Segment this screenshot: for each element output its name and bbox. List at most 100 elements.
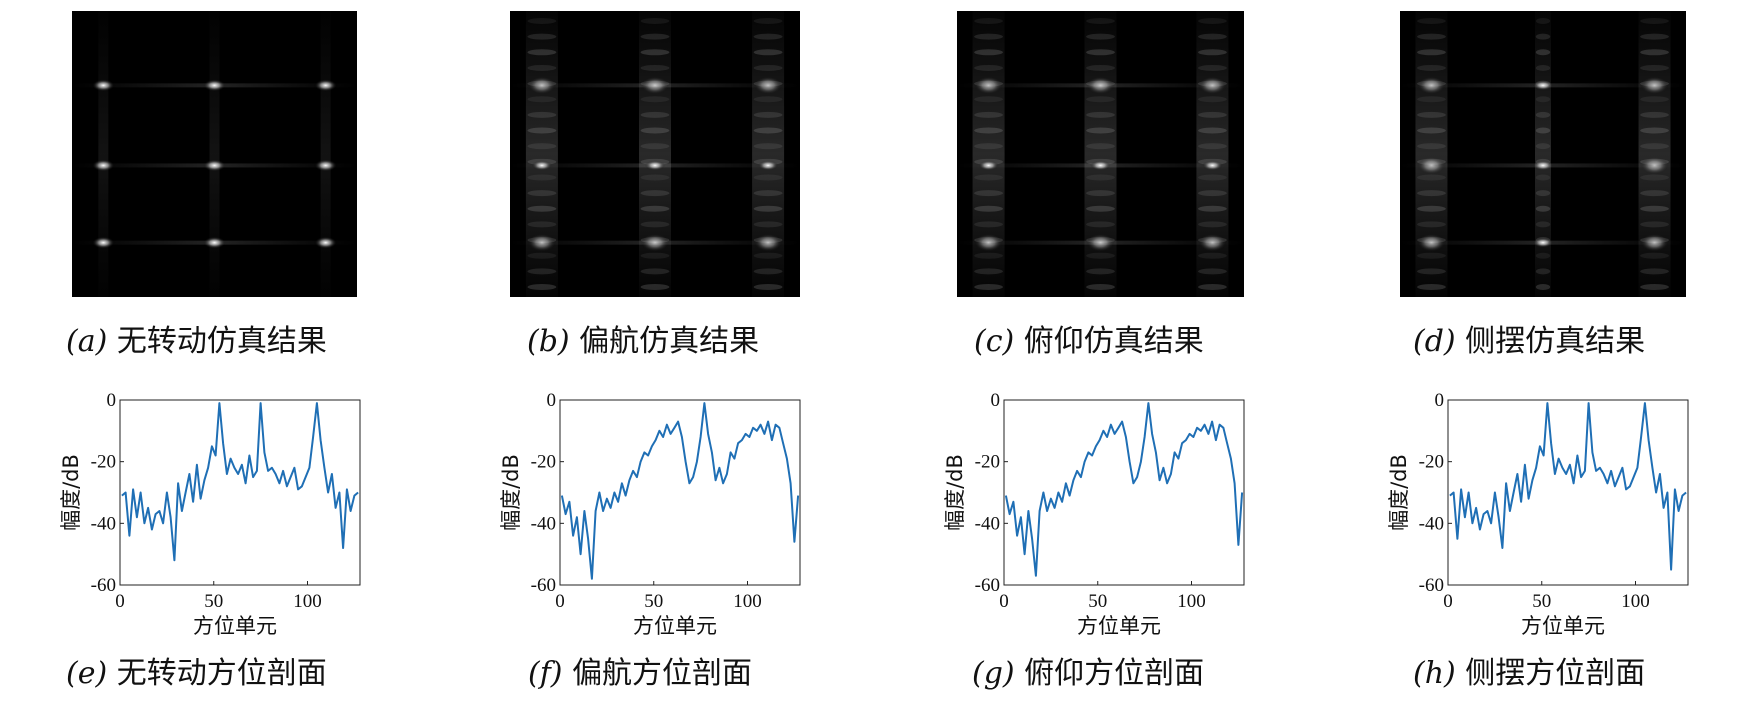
sidelobe-blur xyxy=(753,268,783,275)
sidelobe-blur xyxy=(1198,252,1227,259)
scatter-point xyxy=(92,236,115,249)
sidelobe-blur xyxy=(753,33,783,40)
sidelobe-blur xyxy=(753,284,783,290)
x-tick-label: 50 xyxy=(204,591,223,612)
sidelobe-blur xyxy=(1417,64,1446,71)
y-tick-label: -40 xyxy=(91,513,116,534)
x-tick-label: 50 xyxy=(1088,591,1107,612)
sidelobe-blur xyxy=(1086,143,1115,150)
scatter-point xyxy=(314,236,337,249)
sidelobe-blur xyxy=(1198,96,1227,103)
sidelobe-blur xyxy=(1086,111,1115,118)
sidelobe-blur xyxy=(753,143,783,150)
sidelobe-blur xyxy=(1417,221,1446,228)
sidelobe-blur xyxy=(753,64,783,71)
sidelobe-blur xyxy=(1640,205,1669,212)
sidelobe-blur xyxy=(1086,33,1115,40)
sidelobe-blur xyxy=(753,18,783,24)
sidelobe-blur xyxy=(753,111,783,118)
y-tick-label: -60 xyxy=(531,575,556,596)
profile-series-line xyxy=(121,402,359,562)
sidelobe-blur xyxy=(753,49,783,56)
y-tick-label: -20 xyxy=(975,452,1000,473)
y-tick-label: 0 xyxy=(107,390,117,411)
caption-b-label: (b) xyxy=(527,324,570,359)
y-tick-label: 0 xyxy=(547,390,557,411)
sidelobe-blur xyxy=(1535,111,1551,118)
sidelobe-blur xyxy=(1640,18,1669,24)
sidelobe-blur xyxy=(974,49,1003,56)
sidelobe-blur xyxy=(1535,49,1551,56)
y-axis-label: 幅度/dB xyxy=(499,454,523,531)
y-axis-label: 幅度/dB xyxy=(1387,454,1411,531)
profile-series-line xyxy=(1004,402,1244,577)
sidelobe-blur xyxy=(1086,268,1115,275)
sidelobe-blur xyxy=(1640,64,1669,71)
sidelobe-blur xyxy=(974,174,1003,181)
sidelobe-blur xyxy=(1640,96,1669,103)
sidelobe-blur xyxy=(974,190,1003,197)
caption-a-text: 无转动仿真结果 xyxy=(116,324,327,359)
sidelobe-blur xyxy=(974,252,1003,259)
sidelobe-blur xyxy=(1535,96,1551,103)
sidelobe-blur xyxy=(640,221,670,228)
sim-image-b xyxy=(510,11,800,297)
profile-plot-h: 0 50 100 0 -20 -40 -60 方位单元 幅度/dB xyxy=(1383,390,1703,638)
sidelobe-blur xyxy=(1535,143,1551,150)
sidelobe-blur xyxy=(527,33,557,40)
plot-frame xyxy=(1447,399,1689,586)
scatter-point xyxy=(758,160,779,171)
azimuth-streak xyxy=(98,11,109,297)
x-axis-label: 方位单元 xyxy=(633,614,717,638)
caption-h-label: (h) xyxy=(1413,656,1456,691)
scatter-point xyxy=(974,76,1003,95)
y-tick-label: -20 xyxy=(1419,452,1444,473)
sidelobe-blur xyxy=(640,268,670,275)
sidelobe-blur xyxy=(1198,190,1227,197)
y-tick-label: 0 xyxy=(1435,390,1445,411)
y-tick-label: -20 xyxy=(531,452,556,473)
caption-h: (h) 侧摆方位剖面 xyxy=(1413,648,1645,692)
sidelobe-blur xyxy=(1640,190,1669,197)
sidelobe-blur xyxy=(1640,221,1669,228)
x-axis-label: 方位单元 xyxy=(1521,614,1605,638)
sidelobe-blur xyxy=(640,205,670,212)
scatter-point xyxy=(1202,160,1223,171)
x-tick-label: 50 xyxy=(644,591,663,612)
x-tick-label: 0 xyxy=(115,591,125,612)
sidelobe-blur xyxy=(753,174,783,181)
caption-e-text: 无转动方位剖面 xyxy=(116,656,327,691)
sidelobe-blur xyxy=(1535,268,1551,275)
scatter-point xyxy=(1533,80,1553,91)
sidelobe-blur xyxy=(1198,18,1227,24)
sidelobe-blur xyxy=(1086,127,1115,134)
sidelobe-blur xyxy=(1198,127,1227,134)
sidelobe-blur xyxy=(1417,190,1446,197)
caption-g: (g) 俯仰方位剖面 xyxy=(972,648,1204,692)
caption-c-text: 俯仰仿真结果 xyxy=(1023,324,1204,359)
sidelobe-blur xyxy=(1086,96,1115,103)
sidelobe-blur xyxy=(1640,174,1669,181)
y-axis-label: 幅度/dB xyxy=(59,454,83,531)
scatter-point xyxy=(92,79,115,92)
sidelobe-blur xyxy=(753,190,783,197)
sidelobe-blur xyxy=(974,96,1003,103)
sidelobe-blur xyxy=(974,221,1003,228)
sidelobe-blur xyxy=(640,143,670,150)
caption-f: (f) 偏航方位剖面 xyxy=(528,648,752,692)
sidelobe-blur xyxy=(1198,64,1227,71)
sidelobe-blur xyxy=(640,252,670,259)
sim-image-d xyxy=(1400,11,1686,297)
scatter-point xyxy=(527,76,556,95)
caption-b-text: 偏航仿真结果 xyxy=(579,324,760,359)
profile-plot-f: 0 50 100 0 -20 -40 -60 方位单元 幅度/dB xyxy=(495,390,815,638)
sidelobe-blur xyxy=(1417,205,1446,212)
x-tick-label: 100 xyxy=(293,591,322,612)
sidelobe-blur xyxy=(1198,205,1227,212)
scatter-point xyxy=(1086,233,1115,252)
sidelobe-blur xyxy=(1198,111,1227,118)
sidelobe-blur xyxy=(1417,143,1446,150)
sidelobe-blur xyxy=(753,221,783,228)
sidelobe-blur xyxy=(527,18,557,24)
caption-d: (d) 侧摆仿真结果 xyxy=(1413,316,1645,360)
